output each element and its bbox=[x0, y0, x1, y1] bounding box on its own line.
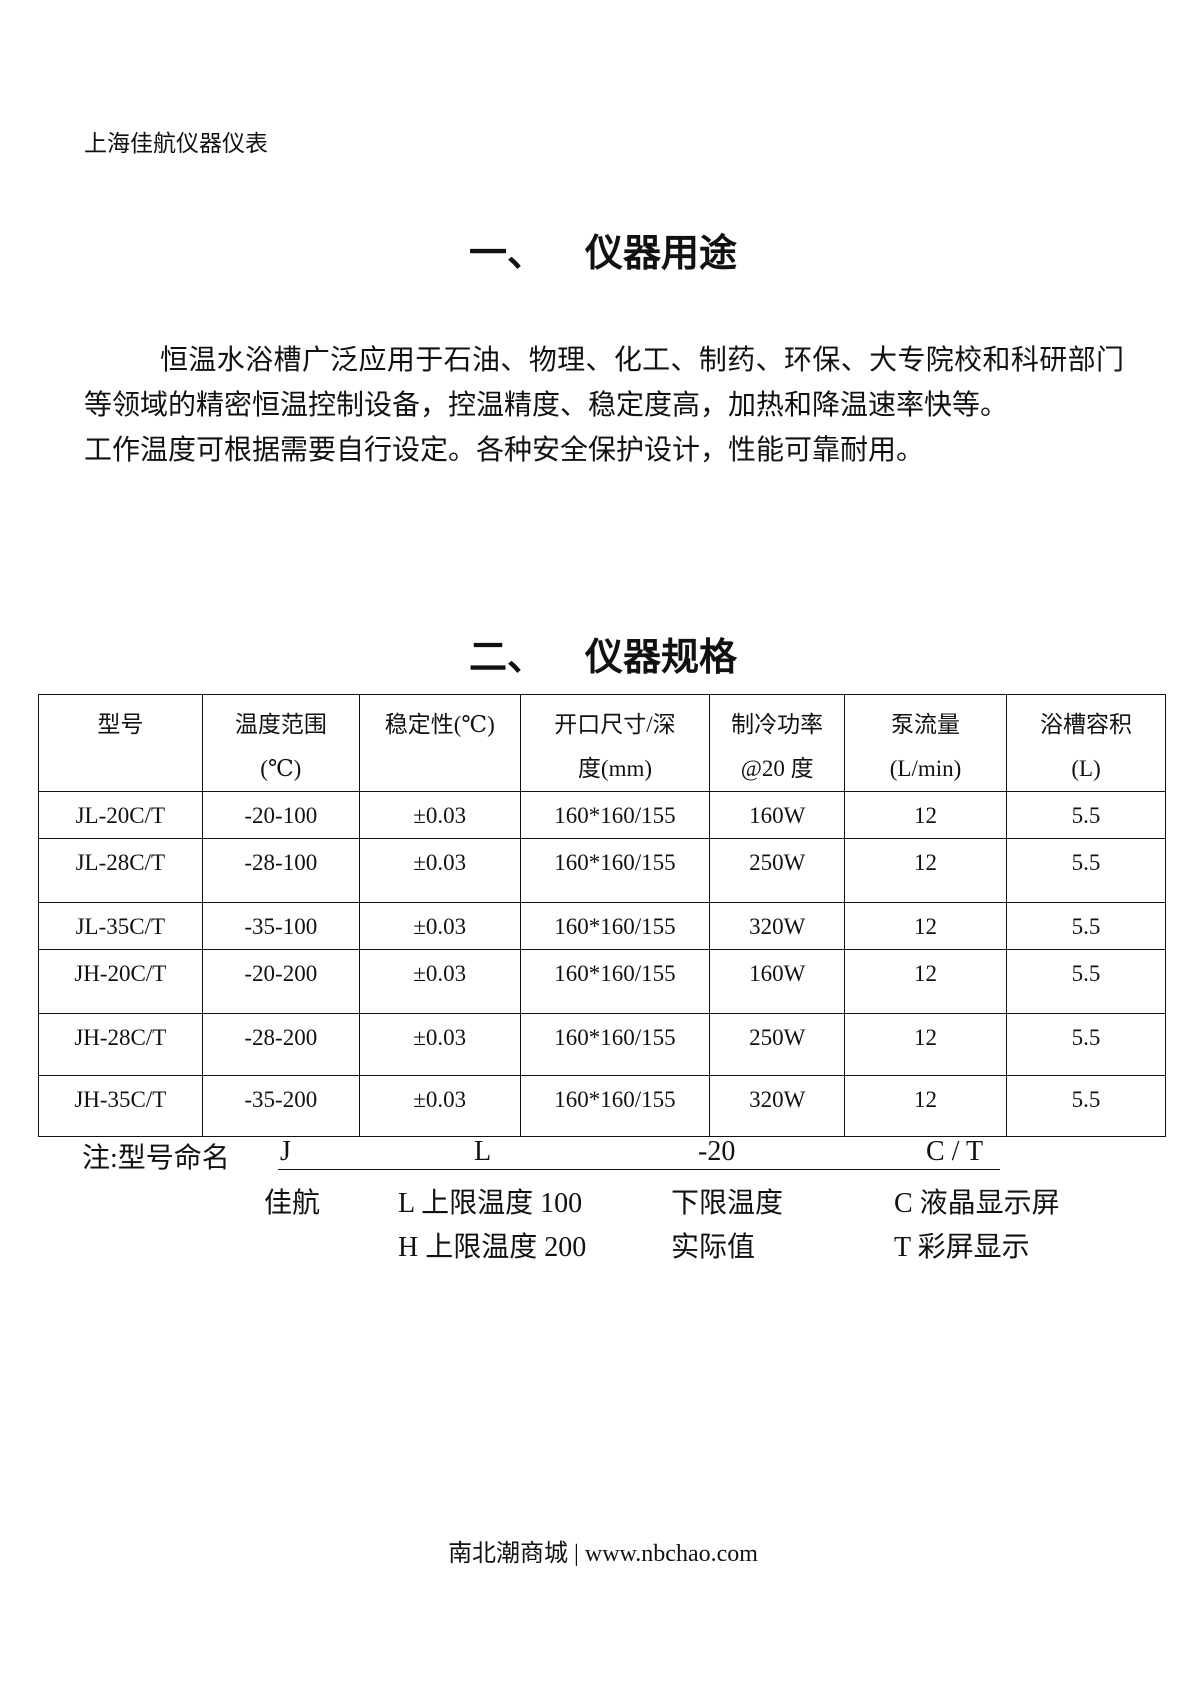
table-cell: 250W bbox=[709, 1013, 845, 1076]
table-cell: ±0.03 bbox=[358, 791, 521, 839]
paragraph-text: 恒温水浴槽广泛应用于石油、物理、化工、制药、环保、大专院校和科研部门等领域的精密… bbox=[84, 345, 1124, 421]
header-cell: 浴槽容积 (L) bbox=[1006, 694, 1166, 792]
section-title-purpose: 一、 仪器用途 bbox=[0, 222, 1200, 277]
table-cell: 160*160/155 bbox=[519, 838, 711, 903]
note-t-color: T 彩屏显示 bbox=[894, 1232, 1030, 1263]
header-text: 浴槽容积 bbox=[1040, 712, 1133, 737]
table-cell: 250W bbox=[709, 838, 845, 903]
table-cell: -35-100 bbox=[201, 902, 360, 950]
header-cell: 开口尺寸/深 度(mm) bbox=[519, 694, 711, 792]
table-cell: 5.5 bbox=[1006, 902, 1166, 950]
note-l-upper: L 上限温度 100 bbox=[398, 1188, 583, 1219]
header-text: 型号 bbox=[97, 712, 144, 737]
section-number: 二、 bbox=[468, 637, 545, 679]
table-row: JL-20C/T -20-100 ±0.03 160*160/155 160W 12 5.5 bbox=[38, 791, 1166, 839]
table-cell: -20-200 bbox=[201, 949, 360, 1014]
table-cell: -28-100 bbox=[201, 838, 360, 903]
table-cell: -35-200 bbox=[201, 1075, 360, 1137]
header-cell: 温度范围 (℃) bbox=[201, 694, 360, 792]
table-cell: ±0.03 bbox=[358, 1075, 521, 1137]
header-text bbox=[362, 747, 518, 787]
spec-table: 型号 温度范围 (℃) 稳定性(℃) 开口尺寸/深 度(mm) 制冷功率 @20 度 泵流量 (L… bbox=[38, 694, 1166, 1137]
table-cell: 160*160/155 bbox=[519, 902, 711, 950]
table-cell: -28-200 bbox=[201, 1013, 360, 1076]
table-cell: JL-28C/T bbox=[38, 838, 203, 903]
table-cell: 12 bbox=[843, 791, 1008, 839]
table-cell: 12 bbox=[843, 838, 1008, 903]
code-ct: C / T bbox=[926, 1136, 984, 1167]
header-text: 度(mm) bbox=[577, 756, 653, 781]
table-cell: 160*160/155 bbox=[519, 949, 711, 1014]
header-text bbox=[41, 747, 200, 787]
header-cell: 稳定性(℃) bbox=[358, 694, 521, 792]
header-text: 开口尺寸/深 bbox=[554, 712, 676, 737]
table-cell: 12 bbox=[843, 1075, 1008, 1137]
table-row: JH-28C/T -28-200 ±0.03 160*160/155 250W 12 5.5 bbox=[38, 1013, 1166, 1076]
table-cell: -20-100 bbox=[201, 791, 360, 839]
header-text: (℃) bbox=[260, 756, 302, 781]
table-cell: 160*160/155 bbox=[519, 1075, 711, 1137]
section-title-text: 仪器用途 bbox=[585, 233, 738, 275]
table-cell: ±0.03 bbox=[358, 838, 521, 903]
header-text: @20 度 bbox=[740, 756, 814, 781]
note-c-lcd: C 液晶显示屏 bbox=[894, 1188, 1060, 1219]
note-h-upper: H 上限温度 200 bbox=[398, 1232, 587, 1263]
code-j: J bbox=[280, 1136, 291, 1167]
purpose-paragraph: 恒温水浴槽广泛应用于石油、物理、化工、制药、环保、大专院校和科研部门等领域的精密… bbox=[84, 338, 1124, 473]
note-lower: 下限温度 bbox=[671, 1188, 784, 1219]
table-cell: 5.5 bbox=[1006, 1075, 1166, 1137]
table-cell: 12 bbox=[843, 1013, 1008, 1076]
table-row: JL-28C/T -28-100 ±0.03 160*160/155 250W 12 5.5 bbox=[38, 838, 1166, 903]
section-title-text: 仪器规格 bbox=[585, 637, 738, 679]
header-text: (L) bbox=[1071, 756, 1101, 781]
note-actual: 实际值 bbox=[671, 1232, 756, 1263]
table-cell: JH-28C/T bbox=[38, 1013, 203, 1076]
header-cell: 泵流量 (L/min) bbox=[843, 694, 1008, 792]
header-text: 制冷功率 bbox=[731, 712, 824, 737]
table-cell: 5.5 bbox=[1006, 791, 1166, 839]
paragraph-text: 工作温度可根据需要自行设定。各种安全保护设计，性能可靠耐用。 bbox=[84, 435, 925, 466]
table-cell: 5.5 bbox=[1006, 1013, 1166, 1076]
header-cell: 型号 bbox=[38, 694, 203, 792]
table-cell: 5.5 bbox=[1006, 838, 1166, 903]
header-text: (L/min) bbox=[889, 756, 962, 781]
table-cell: 320W bbox=[709, 902, 845, 950]
table-cell: JL-20C/T bbox=[38, 791, 203, 839]
header-text: 温度范围 bbox=[234, 712, 327, 737]
table-cell: JL-35C/T bbox=[38, 902, 203, 950]
header-text: 稳定性(℃) bbox=[384, 712, 495, 737]
section-title-specs: 二、 仪器规格 bbox=[0, 626, 1200, 681]
table-cell: JH-35C/T bbox=[38, 1075, 203, 1137]
table-cell: ±0.03 bbox=[358, 949, 521, 1014]
section-number: 一、 bbox=[468, 233, 545, 275]
table-cell: 160*160/155 bbox=[519, 791, 711, 839]
table-cell: 5.5 bbox=[1006, 949, 1166, 1014]
table-cell: 160W bbox=[709, 791, 845, 839]
header-cell: 制冷功率 @20 度 bbox=[709, 694, 845, 792]
table-cell: 160*160/155 bbox=[519, 1013, 711, 1076]
table-row: JH-20C/T -20-200 ±0.03 160*160/155 160W 12 5.5 bbox=[38, 949, 1166, 1014]
table-cell: 160W bbox=[709, 949, 845, 1014]
table-cell: 12 bbox=[843, 949, 1008, 1014]
footer-link[interactable]: 南北潮商城 | www.nbchao.com bbox=[448, 1541, 758, 1567]
table-header-row: 型号 温度范围 (℃) 稳定性(℃) 开口尺寸/深 度(mm) 制冷功率 @20 度 泵流量 (L… bbox=[38, 694, 1166, 792]
code-l: L bbox=[474, 1136, 492, 1167]
table-row: JL-35C/T -35-100 ±0.03 160*160/155 320W 12 5.5 bbox=[38, 902, 1166, 950]
company-header: 上海佳航仪器仪表 bbox=[84, 131, 268, 156]
header-text: 泵流量 bbox=[891, 712, 961, 737]
note-underline bbox=[278, 1169, 1000, 1170]
note-jiahang: 佳航 bbox=[264, 1188, 321, 1219]
table-row: JH-35C/T -35-200 ±0.03 160*160/155 320W 12 5.5 bbox=[38, 1075, 1166, 1137]
table-cell: JH-20C/T bbox=[38, 949, 203, 1014]
table-cell: ±0.03 bbox=[358, 1013, 521, 1076]
table-cell: ±0.03 bbox=[358, 902, 521, 950]
table-cell: 320W bbox=[709, 1075, 845, 1137]
note-label: 注:型号命名 bbox=[82, 1143, 230, 1174]
code-20: -20 bbox=[698, 1136, 736, 1167]
table-cell: 12 bbox=[843, 902, 1008, 950]
